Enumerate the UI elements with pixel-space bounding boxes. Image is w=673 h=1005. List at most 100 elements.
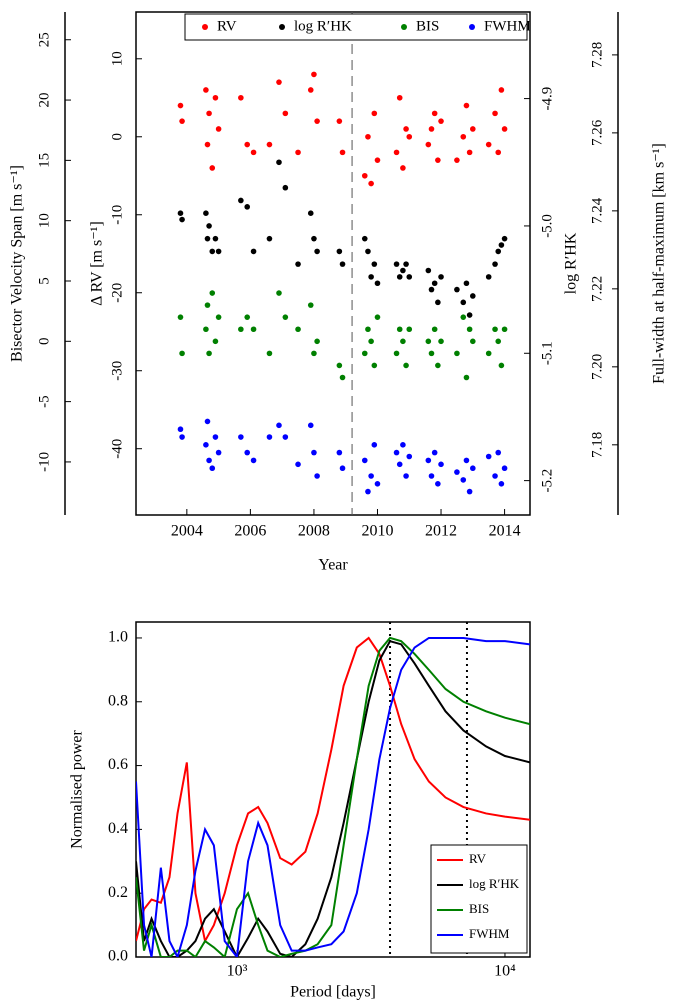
data-point bbox=[466, 488, 473, 495]
data-point bbox=[406, 326, 413, 333]
data-point bbox=[336, 248, 343, 255]
data-point bbox=[396, 326, 403, 333]
data-point bbox=[374, 157, 381, 163]
data-point bbox=[209, 248, 216, 255]
data-point bbox=[396, 274, 403, 280]
data-point bbox=[206, 350, 212, 357]
data-point bbox=[238, 326, 244, 333]
y-tick-label: -10 bbox=[109, 205, 125, 225]
data-point bbox=[460, 314, 467, 320]
data-point bbox=[177, 314, 184, 320]
y-tick-label: -30 bbox=[109, 361, 125, 381]
data-point bbox=[295, 326, 301, 333]
data-point bbox=[498, 242, 505, 248]
data-point bbox=[460, 133, 467, 140]
data-point bbox=[431, 449, 438, 456]
y-axis-label: Δ RV [m s⁻¹] bbox=[89, 221, 106, 306]
data-point bbox=[470, 126, 476, 132]
data-point bbox=[203, 326, 209, 333]
data-point bbox=[179, 350, 185, 357]
y-tick-label: -10 bbox=[36, 452, 52, 472]
series-line bbox=[136, 636, 530, 957]
x-tick-label: 10³ bbox=[227, 963, 248, 980]
data-point bbox=[371, 362, 378, 369]
data-point bbox=[204, 235, 211, 242]
data-point bbox=[365, 248, 371, 255]
x-tick-label: 2012 bbox=[425, 523, 457, 540]
data-point bbox=[250, 457, 257, 464]
x-axis-label: Period [days] bbox=[290, 984, 376, 1001]
data-point bbox=[492, 110, 498, 117]
data-point bbox=[371, 110, 378, 117]
data-point bbox=[435, 157, 441, 163]
data-point bbox=[238, 434, 244, 440]
data-point bbox=[177, 426, 184, 433]
data-point bbox=[492, 326, 498, 333]
data-point bbox=[428, 286, 435, 293]
data-point bbox=[495, 149, 502, 156]
data-point bbox=[276, 159, 282, 166]
y-tick-label: 25 bbox=[36, 32, 52, 47]
data-point bbox=[428, 126, 435, 132]
data-point bbox=[435, 299, 441, 306]
data-point bbox=[485, 453, 492, 460]
data-point bbox=[206, 457, 212, 464]
data-point bbox=[501, 326, 508, 333]
data-point bbox=[428, 350, 435, 357]
plot-frame bbox=[135, 11, 531, 516]
data-point bbox=[371, 261, 378, 267]
legend-label: FWHM bbox=[469, 926, 510, 941]
data-point bbox=[203, 87, 209, 93]
legend-label: log R′HK bbox=[469, 876, 520, 891]
data-point bbox=[406, 274, 413, 280]
data-point bbox=[339, 374, 346, 381]
data-point bbox=[215, 126, 222, 132]
data-point bbox=[307, 210, 314, 216]
data-point bbox=[454, 469, 460, 475]
y-tick-label: 0.0 bbox=[108, 948, 128, 965]
data-point bbox=[454, 350, 460, 357]
data-point bbox=[276, 290, 282, 296]
data-point bbox=[244, 141, 251, 148]
data-point bbox=[485, 141, 492, 148]
data-point bbox=[250, 248, 257, 255]
data-point bbox=[361, 235, 368, 242]
series-line bbox=[136, 636, 530, 944]
data-point bbox=[438, 118, 444, 124]
data-point bbox=[250, 326, 257, 333]
data-point bbox=[215, 314, 222, 320]
data-point bbox=[212, 338, 219, 345]
legend-label: FWHM bbox=[484, 18, 531, 34]
data-point bbox=[365, 133, 371, 140]
data-point bbox=[492, 473, 498, 479]
y-tick-label: 7.22 bbox=[589, 276, 605, 302]
data-point bbox=[501, 235, 508, 242]
data-point bbox=[425, 267, 432, 274]
data-point bbox=[368, 473, 374, 479]
data-point bbox=[460, 299, 467, 306]
data-point bbox=[463, 280, 470, 287]
data-point bbox=[495, 449, 502, 456]
data-point bbox=[314, 118, 320, 124]
data-point bbox=[266, 235, 273, 242]
data-point bbox=[435, 362, 441, 369]
legend-marker bbox=[279, 24, 285, 30]
data-point bbox=[438, 461, 444, 468]
data-point bbox=[206, 223, 212, 229]
data-point bbox=[470, 293, 476, 299]
data-point bbox=[406, 133, 413, 140]
data-point bbox=[460, 477, 467, 483]
series-line bbox=[136, 639, 530, 957]
data-point bbox=[501, 465, 508, 472]
y-tick-label: 0.2 bbox=[108, 884, 128, 901]
data-point bbox=[393, 149, 400, 156]
data-point bbox=[498, 362, 505, 369]
legend-marker bbox=[401, 24, 407, 30]
data-point bbox=[406, 453, 413, 460]
y-tick-label: -5.2 bbox=[539, 469, 555, 493]
data-point bbox=[266, 350, 273, 357]
data-point bbox=[485, 350, 492, 357]
data-point bbox=[276, 79, 282, 85]
data-point bbox=[495, 338, 502, 345]
